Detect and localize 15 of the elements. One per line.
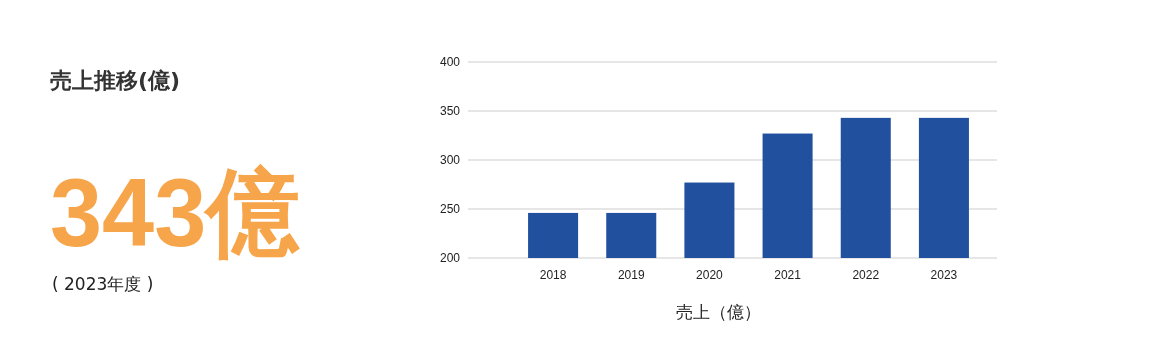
x-tick-label: 2020 <box>696 267 724 282</box>
x-axis-title: 売上（億） <box>675 302 761 322</box>
y-tick-label: 250 <box>439 202 461 217</box>
y-tick-label: 350 <box>439 104 461 119</box>
y-tick-label: 400 <box>439 55 461 70</box>
y-tick-label: 200 <box>439 251 461 266</box>
text: 343億 <box>50 159 307 266</box>
x-tick-label: 2023 <box>930 267 958 282</box>
x-tick-label: 2018 <box>539 267 567 282</box>
x-tick-label: 2021 <box>774 267 802 282</box>
y-tick-label: 300 <box>439 153 461 168</box>
x-tick-label: 2019 <box>617 267 645 282</box>
text: 売上推移(億) <box>50 68 181 93</box>
x-tick-label: 2022 <box>852 267 880 282</box>
text: ( 2023年度 ) <box>52 274 154 294</box>
